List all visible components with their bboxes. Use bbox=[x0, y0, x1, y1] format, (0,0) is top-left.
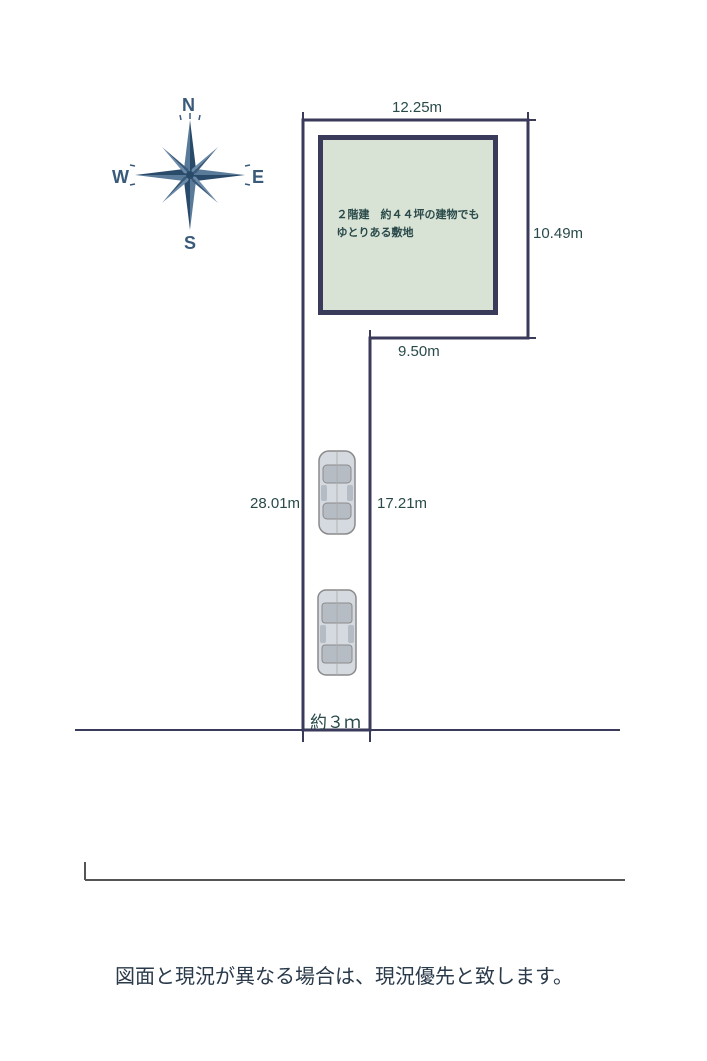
building-footprint: ２階建 約４４坪の建物でも ゆとりある敷地 bbox=[318, 135, 498, 315]
dim-inner-width: 9.50m bbox=[398, 343, 440, 360]
footer-disclaimer: 図面と現況が異なる場合は、現況優先と致します。 bbox=[115, 960, 573, 989]
building-description: ２階建 約４４坪の建物でも ゆとりある敷地 bbox=[337, 207, 480, 242]
dim-top-width: 12.25m bbox=[392, 99, 442, 116]
car-1-icon bbox=[313, 445, 361, 540]
dim-driveway-width: 約３ｍ bbox=[310, 708, 361, 733]
dim-driveway-right: 17.21m bbox=[377, 495, 427, 512]
building-text-line1: ２階建 約４４坪の建物でも bbox=[337, 209, 480, 221]
dim-left-total: 28.01m bbox=[250, 495, 300, 512]
building-text-line2: ゆとりある敷地 bbox=[337, 227, 414, 239]
dim-right-height: 10.49m bbox=[533, 225, 583, 242]
site-plan-diagram: N S E W ２階建 約４４坪の建物でも ゆとりある敷地 12.25m 10.… bbox=[0, 0, 707, 1061]
car-2-icon bbox=[313, 585, 361, 680]
